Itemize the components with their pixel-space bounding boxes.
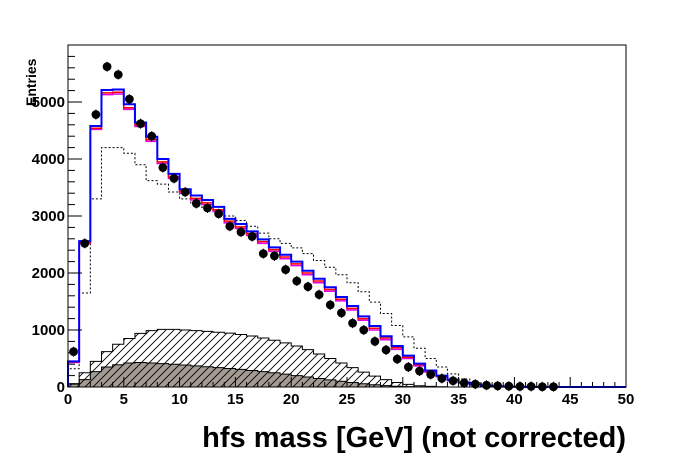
- data-point: [214, 209, 224, 219]
- x-tick-label: 35: [450, 391, 467, 408]
- data-point: [169, 173, 179, 183]
- data-point: [448, 376, 458, 386]
- data-point: [113, 70, 123, 80]
- data-point: [314, 290, 324, 300]
- data-point: [69, 347, 78, 357]
- data-point: [124, 94, 134, 104]
- x-tick-label: 0: [64, 391, 72, 408]
- data-point: [292, 276, 302, 286]
- data-point: [236, 227, 246, 237]
- data-point: [80, 238, 90, 248]
- data-point: [359, 325, 369, 335]
- data-point: [526, 382, 536, 391]
- x-tick-label: 50: [618, 391, 635, 408]
- data-point: [459, 378, 469, 388]
- x-tick-label: 10: [171, 391, 188, 408]
- data-point: [504, 381, 514, 391]
- x-axis-label: hfs mass [GeV] (not corrected): [202, 422, 626, 454]
- y-axis-label: Entries: [23, 58, 39, 106]
- data-point: [191, 199, 201, 208]
- x-tick-label: 20: [283, 391, 300, 408]
- y-tick-label: 4000: [32, 151, 65, 168]
- data-points-layer: [69, 61, 558, 392]
- y-tick-label: 3000: [32, 208, 65, 225]
- x-tick-label: 40: [506, 391, 523, 408]
- y-tick-label: 2000: [32, 265, 65, 282]
- data-point: [247, 232, 257, 241]
- x-tick-label: 25: [339, 391, 356, 408]
- data-point: [325, 300, 335, 310]
- x-tick-label: 45: [562, 391, 579, 408]
- data-point: [426, 370, 436, 379]
- data-point: [493, 381, 503, 391]
- x-tick-label: 30: [394, 391, 411, 408]
- data-point: [437, 374, 447, 383]
- data-point: [303, 282, 313, 292]
- data-point: [203, 203, 212, 213]
- data-point: [136, 119, 145, 129]
- axes-layer: 0 5 10 15 20 25 30 35 40 45 50 0 1000 2000 3000 4000 500…: [32, 44, 635, 408]
- data-point: [415, 366, 424, 376]
- data-point: [180, 187, 190, 197]
- data-point: [147, 131, 157, 141]
- data-point: [515, 382, 525, 391]
- data-point: [482, 380, 491, 390]
- data-point: [403, 362, 413, 372]
- y-tick-label: 0: [57, 379, 65, 396]
- data-point: [470, 379, 480, 389]
- y-tick-label: 1000: [32, 322, 65, 339]
- x-tick-label: 5: [120, 391, 128, 408]
- data-point: [281, 265, 291, 274]
- data-point: [348, 318, 357, 328]
- data-point: [381, 345, 391, 355]
- data-point: [270, 251, 279, 261]
- data-point: [91, 110, 101, 119]
- data-point: [102, 62, 112, 72]
- data-point: [337, 308, 346, 318]
- data-point: [258, 249, 268, 259]
- data-point: [225, 221, 235, 231]
- y-tick-label: 5000: [32, 94, 65, 111]
- data-point: [370, 337, 380, 346]
- data-point: [392, 354, 402, 364]
- x-tick-label: 15: [227, 391, 244, 408]
- data-point: [158, 163, 168, 172]
